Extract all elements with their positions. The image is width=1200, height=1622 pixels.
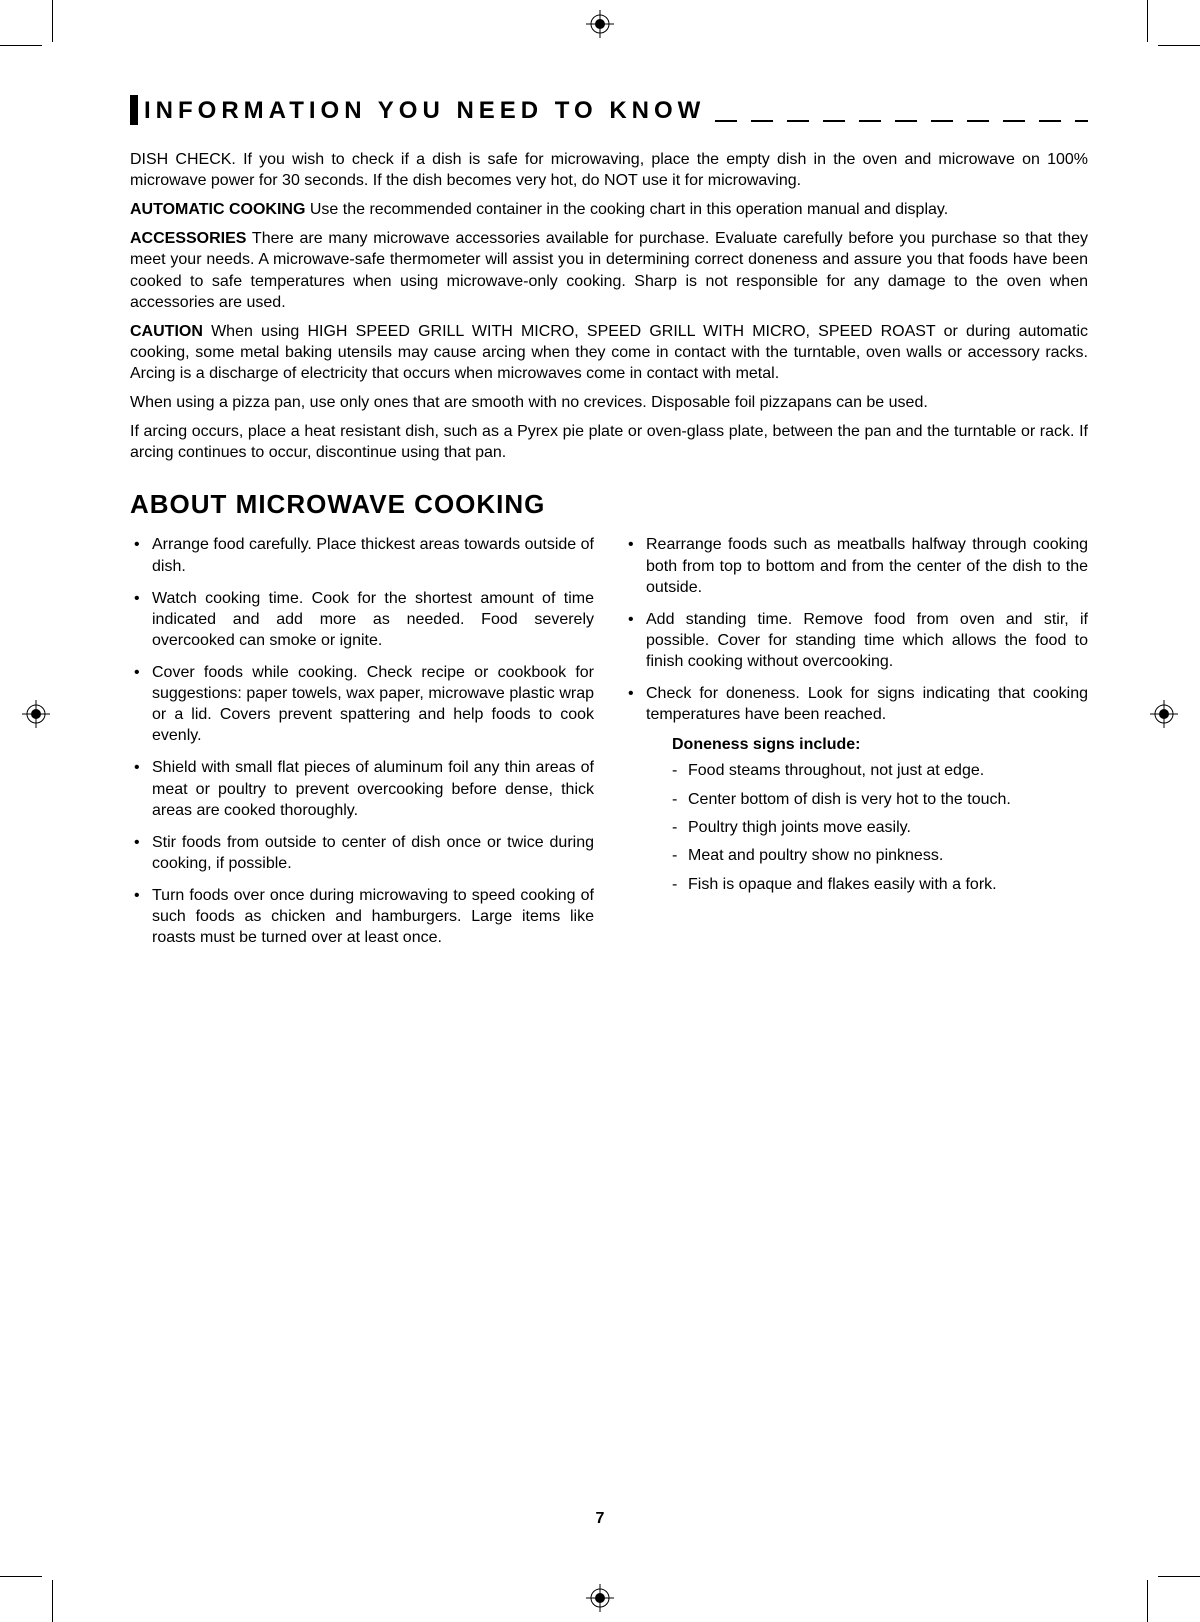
list-item: Cover foods while cooking. Check recipe … [130, 662, 594, 746]
para-caution: CAUTION When using HIGH SPEED GRILL WITH… [130, 321, 1088, 384]
section-header: INFORMATION YOU NEED TO KNOW [130, 95, 1088, 125]
crop-mark [1147, 1580, 1148, 1622]
list-item: Meat and poultry show no pinkness. [672, 845, 1088, 867]
para-dish-check: DISH CHECK. If you wish to check if a di… [130, 149, 1088, 191]
registration-mark [1150, 700, 1178, 728]
list-item: Watch cooking time. Cook for the shortes… [130, 588, 594, 651]
label-caution: CAUTION [130, 323, 203, 340]
list-item: Add standing time. Remove food from oven… [624, 609, 1088, 672]
list-item: Stir foods from outside to center of dis… [130, 832, 594, 874]
label-auto-cooking: AUTOMATIC COOKING [130, 201, 305, 218]
text-caution: When using HIGH SPEED GRILL WITH MICRO, … [130, 323, 1088, 382]
list-item: Food steams throughout, not just at edge… [672, 760, 1088, 782]
crop-mark [52, 1580, 53, 1622]
para-arcing: If arcing occurs, place a heat resistant… [130, 421, 1088, 463]
right-bullets: Rearrange foods such as meatballs halfwa… [624, 534, 1088, 725]
crop-mark [1147, 0, 1148, 42]
section-title: ABOUT MICROWAVE COOKING [130, 489, 1088, 520]
list-item: Fish is opaque and flakes easily with a … [672, 874, 1088, 896]
header-dashes [715, 120, 1088, 122]
label-accessories: ACCESSORIES [130, 230, 246, 247]
list-item: Rearrange foods such as meatballs halfwa… [624, 534, 1088, 597]
list-item: Poultry thigh joints move easily. [672, 817, 1088, 839]
registration-mark [586, 1584, 614, 1612]
doneness-heading: Doneness signs include: [624, 736, 1088, 754]
header-bar [130, 95, 138, 125]
registration-mark [586, 10, 614, 38]
para-accessories: ACCESSORIES There are many microwave acc… [130, 228, 1088, 312]
crop-mark [1158, 1576, 1200, 1577]
crop-mark [52, 0, 53, 42]
right-column: Rearrange foods such as meatballs halfwa… [624, 534, 1088, 959]
text-auto-cooking: Use the recommended container in the coo… [305, 201, 948, 218]
list-item: Turn foods over once during microwaving … [130, 885, 594, 948]
registration-mark [22, 700, 50, 728]
para-pizza: When using a pizza pan, use only ones th… [130, 392, 1088, 413]
page-number: 7 [0, 1510, 1200, 1528]
crop-mark [0, 1576, 42, 1577]
left-bullets: Arrange food carefully. Place thickest a… [130, 534, 594, 948]
body-text: DISH CHECK. If you wish to check if a di… [130, 149, 1088, 463]
doneness-list: Food steams throughout, not just at edge… [624, 760, 1088, 896]
list-item: Arrange food carefully. Place thickest a… [130, 534, 594, 576]
crop-mark [0, 45, 42, 46]
crop-mark [1158, 45, 1200, 46]
list-item: Check for doneness. Look for signs indic… [624, 683, 1088, 725]
header-title: INFORMATION YOU NEED TO KNOW [144, 99, 705, 125]
page-content: INFORMATION YOU NEED TO KNOW DISH CHECK.… [130, 95, 1088, 959]
list-item: Shield with small flat pieces of aluminu… [130, 757, 594, 820]
left-column: Arrange food carefully. Place thickest a… [130, 534, 594, 959]
para-auto-cooking: AUTOMATIC COOKING Use the recommended co… [130, 199, 1088, 220]
two-column-layout: Arrange food carefully. Place thickest a… [130, 534, 1088, 959]
list-item: Center bottom of dish is very hot to the… [672, 789, 1088, 811]
text-accessories: There are many microwave accessories ava… [130, 230, 1088, 310]
